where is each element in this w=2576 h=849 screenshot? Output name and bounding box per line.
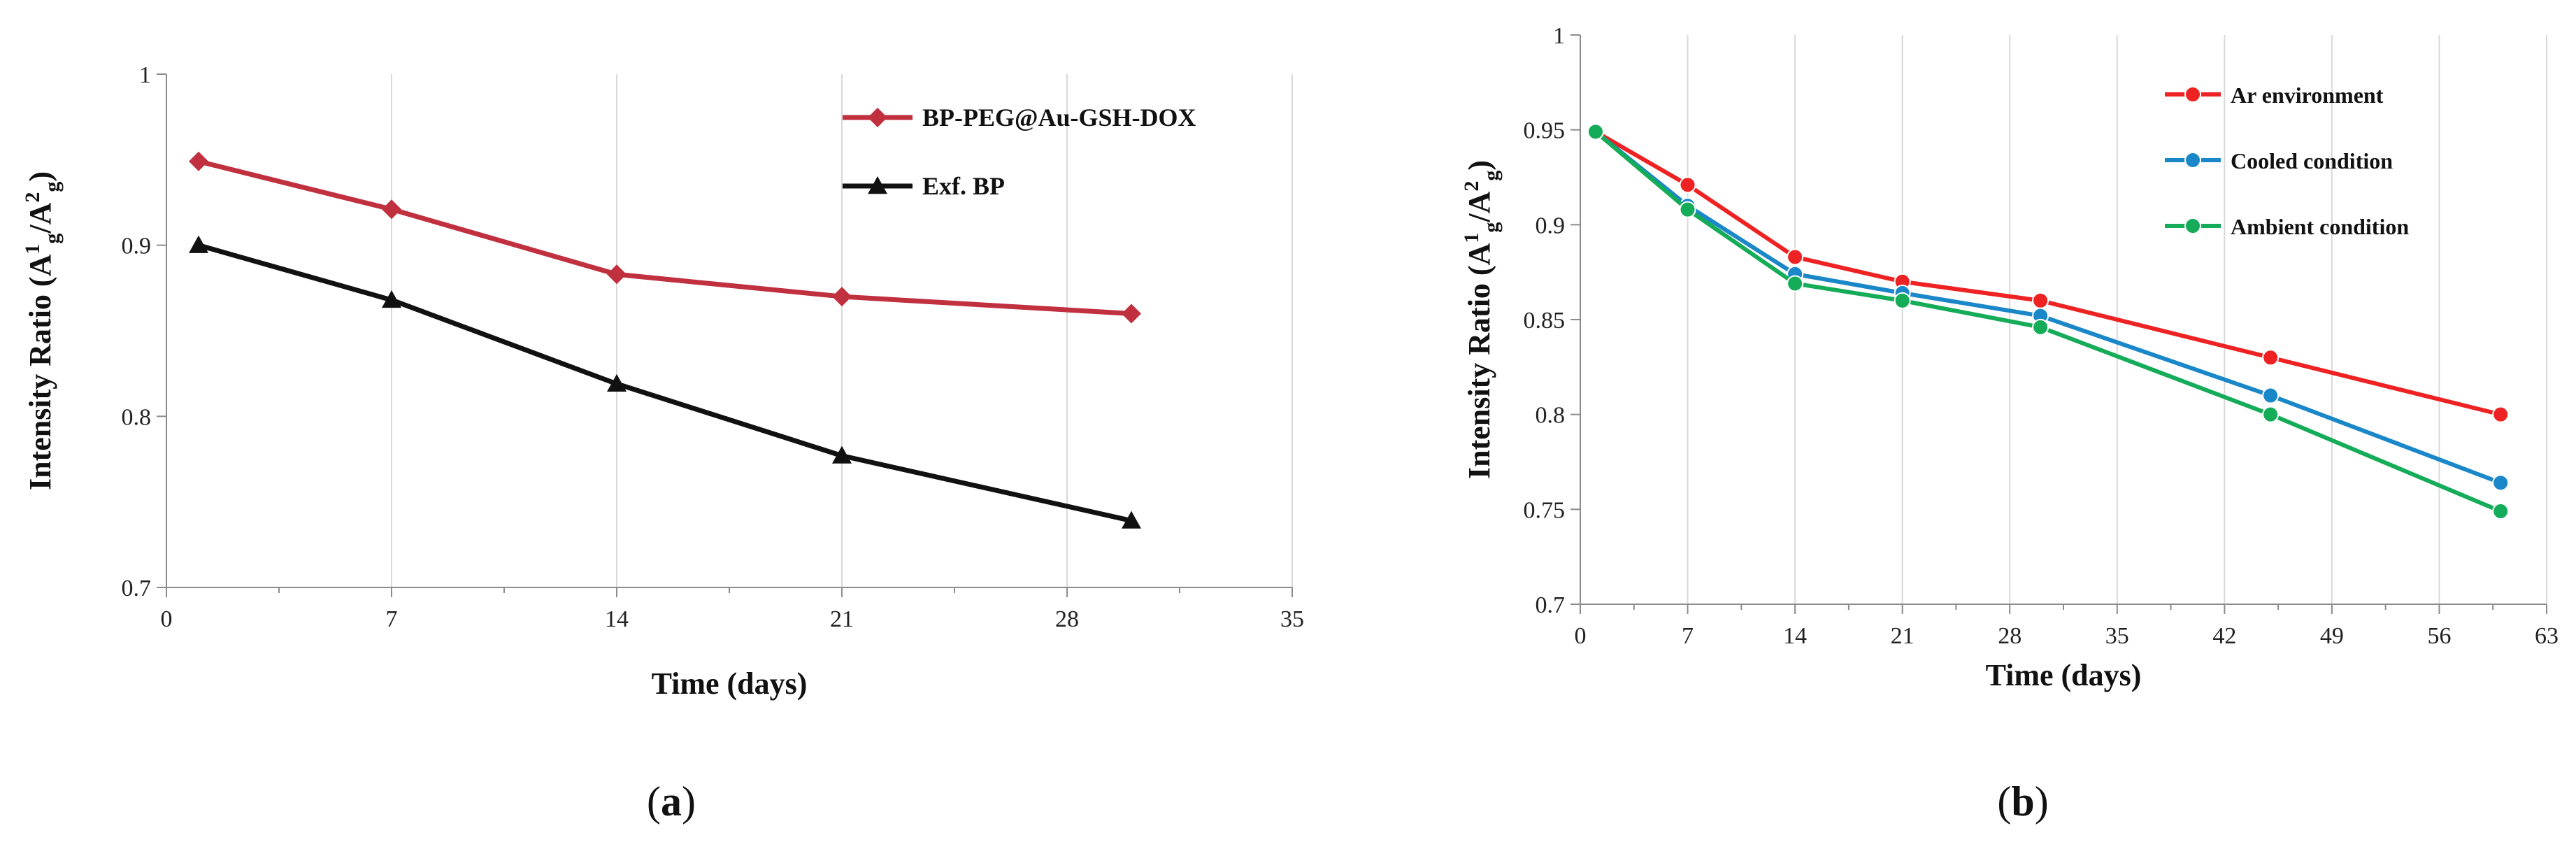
- data-point: [2262, 387, 2280, 404]
- chart-a-svg: 0.7 0.8 0.9 1 0 7 14 21 28 35 BP-PEG@Au-GSH-DOX Exf…: [21, 62, 1304, 825]
- data-point: [1122, 511, 1141, 529]
- data-point: [189, 151, 208, 171]
- y-tick-label: 1: [139, 62, 151, 88]
- y-tick-label: 1: [1553, 23, 1565, 49]
- data-point: [2492, 503, 2510, 520]
- x-tick-label: 28: [1055, 606, 1079, 632]
- legend-marker: [2184, 217, 2201, 234]
- data-point: [1679, 176, 1696, 194]
- y-tick-label: 0.9: [122, 234, 152, 259]
- legend-marker: [2184, 86, 2201, 103]
- data-point: [2262, 406, 2280, 423]
- data-point: [1587, 123, 1604, 141]
- chart-panel-b: 0.7 0.75 0.8 0.85 0.9 0.95 1 0 7 14 21 28 35 42 49 56 63…: [1412, 0, 2576, 846]
- series-line: [1594, 129, 2501, 417]
- y-tick-label: 0.8: [122, 404, 152, 430]
- series-line: [1594, 130, 2502, 513]
- y-tick-label: 0.75: [1524, 497, 1566, 523]
- x-tick-label: 0: [1575, 623, 1587, 649]
- x-tick-label: 49: [2320, 623, 2344, 649]
- y-tick-label: 0.9: [1536, 213, 1566, 238]
- panel-caption: (b): [1997, 778, 2048, 825]
- series-3: [1587, 123, 2510, 520]
- x-tick-label: 21: [830, 606, 854, 632]
- data-point: [2032, 318, 2049, 336]
- x-axis-title: Time (days): [652, 666, 808, 701]
- series-2: [1587, 123, 2510, 492]
- legend-label: Ambient condition: [2231, 214, 2409, 239]
- y-axis-title: Intensity Ratio (A1g/A2g): [21, 171, 64, 490]
- y-tick-label: 0.7: [1536, 592, 1566, 618]
- legend-marker: [868, 176, 887, 194]
- data-point: [2032, 292, 2049, 309]
- legend-label: Ar environment: [2231, 83, 2384, 108]
- x-tick-label: 7: [1682, 623, 1694, 649]
- series-1: [1587, 123, 2510, 423]
- series-line: [1594, 130, 2502, 485]
- data-point: [607, 264, 627, 285]
- y-tick-label: 0.7: [122, 576, 152, 601]
- x-tick-label: 42: [2212, 623, 2236, 649]
- data-point: [1787, 275, 1804, 292]
- series-line: [198, 243, 1132, 523]
- data-point: [189, 235, 208, 253]
- x-tick-label: 56: [2427, 623, 2451, 649]
- data-point: [1679, 201, 1696, 218]
- panel-caption: (a): [647, 778, 696, 825]
- data-point: [382, 290, 401, 308]
- data-point: [832, 445, 852, 464]
- legend-label: Cooled condition: [2231, 148, 2393, 173]
- data-point: [1894, 292, 1911, 309]
- y-tick-label: 0.85: [1524, 308, 1566, 334]
- legend-label: Exf. BP: [922, 172, 1005, 200]
- data-point: [382, 199, 401, 220]
- data-point: [832, 287, 852, 307]
- series-1: [189, 151, 1141, 324]
- x-tick-label: 0: [161, 606, 173, 632]
- chart-b-svg: 0.7 0.75 0.8 0.85 0.9 0.95 1 0 7 14 21 28 35 42 49 56 63…: [1460, 23, 2559, 825]
- data-point: [1122, 304, 1141, 324]
- legend-label: BP-PEG@Au-GSH-DOX: [922, 104, 1196, 131]
- y-tick-label: 0.8: [1536, 403, 1566, 429]
- data-point: [1787, 248, 1804, 266]
- data-point: [2492, 474, 2510, 492]
- x-tick-label: 35: [1280, 606, 1304, 632]
- x-tick-label: 35: [2105, 623, 2129, 649]
- y-axis-title: Intensity Ratio (A1g/A2g): [1460, 160, 1503, 479]
- data-point: [607, 373, 627, 392]
- x-tick-label: 21: [1891, 623, 1915, 649]
- x-tick-label: 7: [386, 606, 398, 632]
- series-2: [189, 235, 1141, 529]
- x-tick-label: 14: [605, 606, 629, 632]
- x-axis-title: Time (days): [1986, 658, 2142, 692]
- data-point: [2492, 406, 2510, 423]
- x-tick-label: 14: [1783, 623, 1807, 649]
- legend-marker: [2184, 152, 2201, 169]
- y-tick-label: 0.95: [1524, 118, 1566, 144]
- x-tick-label: 28: [1998, 623, 2022, 649]
- x-tick-label: 63: [2535, 623, 2559, 649]
- chart-panel-a: 0.7 0.8 0.9 1 0 7 14 21 28 35 BP-PEG@Au-GSH-DOX Exf…: [21, 62, 1304, 825]
- legend-marker: [868, 108, 887, 127]
- data-point: [2262, 349, 2280, 366]
